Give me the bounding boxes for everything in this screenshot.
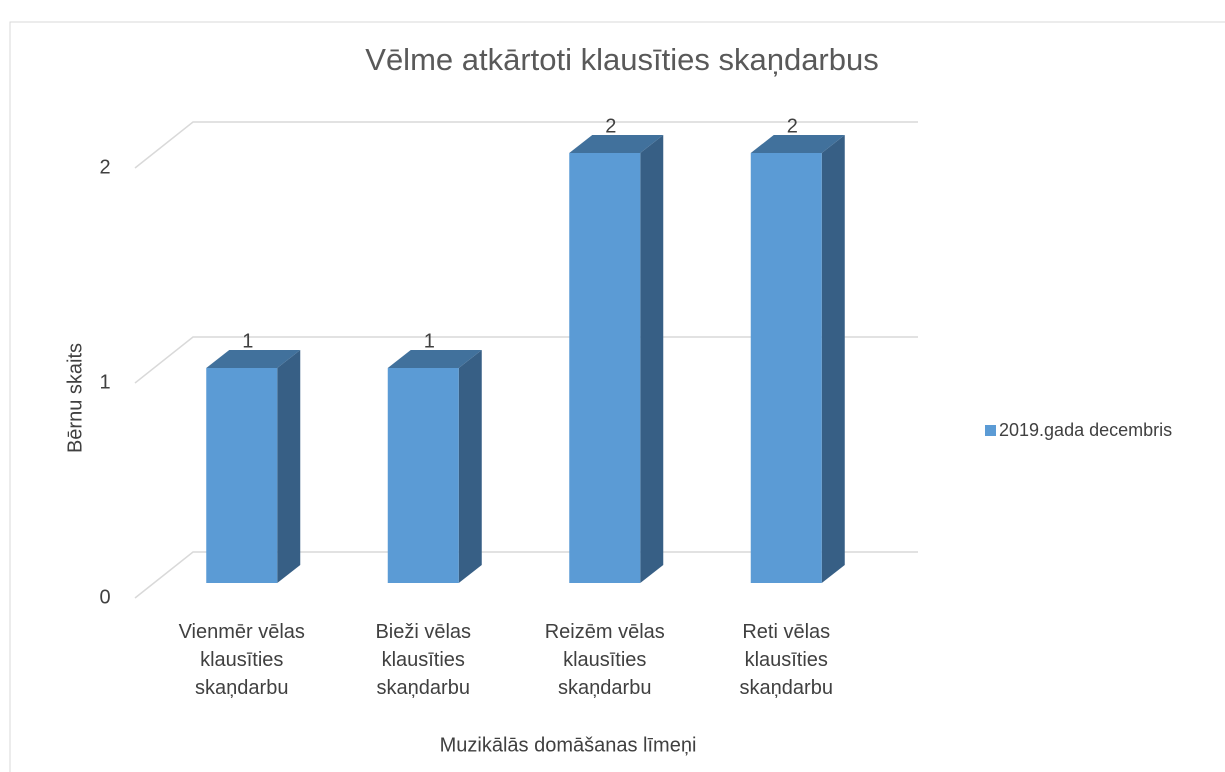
data-label: 2: [605, 115, 616, 137]
bar-front: [387, 368, 459, 583]
bar-front: [750, 153, 822, 583]
legend-label: 2019.gada decembris: [999, 420, 1172, 440]
x-tick-label: Vienmēr vēlas klausīties skaņdarbu: [178, 621, 305, 699]
bar-front: [569, 153, 641, 583]
grid-line: [134, 336, 918, 384]
bar-side: [458, 350, 482, 583]
bar-side: [640, 135, 664, 583]
data-label: 1: [242, 330, 253, 352]
bar: [387, 350, 482, 583]
bar-top: [387, 350, 482, 368]
y-tick-label: 1: [99, 371, 110, 393]
bar-front: [206, 368, 278, 583]
data-label: 2: [787, 115, 798, 137]
bar: [569, 135, 664, 583]
grid-line: [134, 551, 918, 599]
bar: [750, 135, 845, 583]
x-tick-label: Reti vēlas klausīties skaņdarbu: [739, 621, 833, 699]
bar-top: [750, 135, 845, 153]
bar-side: [821, 135, 845, 583]
grid-line: [134, 121, 918, 169]
x-tick-label: Reizēm vēlas klausīties skaņdarbu: [544, 621, 665, 699]
y-axis-title: Bērnu skaits: [64, 343, 86, 453]
x-axis-title: Muzikālās domāšanas līmeņi: [440, 734, 697, 756]
data-label: 1: [424, 330, 435, 352]
bar-top: [206, 350, 301, 368]
chart-title: Vēlme atkārtoti klausīties skaņdarbus: [365, 42, 878, 77]
legend-swatch: [985, 425, 996, 436]
y-tick-label: 2: [99, 156, 110, 178]
y-tick-label: 0: [99, 586, 110, 608]
x-tick-label: Bieži vēlas klausīties skaņdarbu: [375, 621, 472, 699]
bar-side: [277, 350, 301, 583]
bar-top: [569, 135, 664, 153]
bar: [206, 350, 301, 583]
